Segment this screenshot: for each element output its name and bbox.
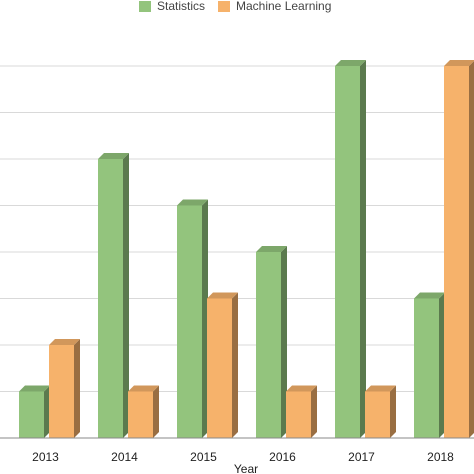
bar-top <box>256 246 287 252</box>
bar-front <box>335 66 360 438</box>
bar-machine-learning-2018 <box>444 60 474 438</box>
bar-front <box>414 298 439 438</box>
bar-top <box>177 199 208 206</box>
bar-side <box>439 292 445 438</box>
bar-statistics-2013 <box>19 385 50 438</box>
bar-top <box>128 385 159 392</box>
bar-top <box>414 292 445 299</box>
bar-top <box>98 153 129 159</box>
bar-side <box>123 153 129 438</box>
bar-top <box>365 385 396 392</box>
x-tick-label: 2017 <box>348 450 375 464</box>
bar-side <box>74 339 80 438</box>
bar-statistics-2014 <box>98 153 129 438</box>
bar-statistics-2015 <box>177 199 208 438</box>
bars <box>19 60 474 438</box>
legend-item-statistics: Statistics <box>139 0 205 12</box>
bar-front <box>207 298 232 438</box>
bar-side <box>281 246 287 438</box>
bar-side <box>232 292 238 438</box>
x-tick-label: 2018 <box>427 450 454 464</box>
legend-swatch-statistics <box>139 0 151 12</box>
x-tick-label: 2016 <box>269 450 296 464</box>
bar-machine-learning-2017 <box>365 385 396 438</box>
legend-label-machine-learning: Machine Learning <box>236 0 332 13</box>
x-tick-label: 2014 <box>111 450 138 464</box>
bar-top <box>286 385 317 392</box>
bar-front <box>19 391 44 438</box>
bar-top <box>207 292 238 299</box>
bar-front <box>177 205 202 438</box>
bar-top <box>49 339 80 345</box>
legend-item-machine-learning: Machine Learning <box>218 0 331 12</box>
bar-side <box>153 385 159 438</box>
bar-front <box>49 345 74 438</box>
bar-statistics-2017 <box>335 60 366 438</box>
x-axis-title: Year <box>234 462 258 474</box>
x-tick-label: 2015 <box>190 450 217 464</box>
legend-label-statistics: Statistics <box>157 0 206 13</box>
bar-machine-learning-2014 <box>128 385 159 438</box>
legend: Statistics Machine Learning <box>0 0 474 14</box>
bar-top <box>444 60 474 66</box>
bar-front <box>98 159 123 438</box>
bar-side <box>360 60 366 438</box>
bar-machine-learning-2013 <box>49 339 80 438</box>
bar-side <box>44 385 50 438</box>
bar-front <box>286 391 311 438</box>
x-tick-label: 2013 <box>32 450 59 464</box>
bar-top <box>335 60 366 66</box>
bar-statistics-2018 <box>414 292 445 438</box>
bar-machine-learning-2016 <box>286 385 317 438</box>
bar-top <box>19 385 50 392</box>
bar-front <box>128 391 153 438</box>
bar-front <box>256 252 281 438</box>
bar-front <box>444 66 469 438</box>
bar-side <box>311 385 317 438</box>
bar-side <box>202 199 208 438</box>
bar-machine-learning-2015 <box>207 292 238 438</box>
bar-side <box>469 61 474 438</box>
bar-statistics-2016 <box>256 246 287 438</box>
x-tick-labels: 2013 2014 2015 2016 2017 2018 <box>32 450 454 464</box>
bar-front <box>365 391 390 438</box>
legend-swatch-machine-learning <box>218 0 230 12</box>
bar-side <box>390 385 396 438</box>
